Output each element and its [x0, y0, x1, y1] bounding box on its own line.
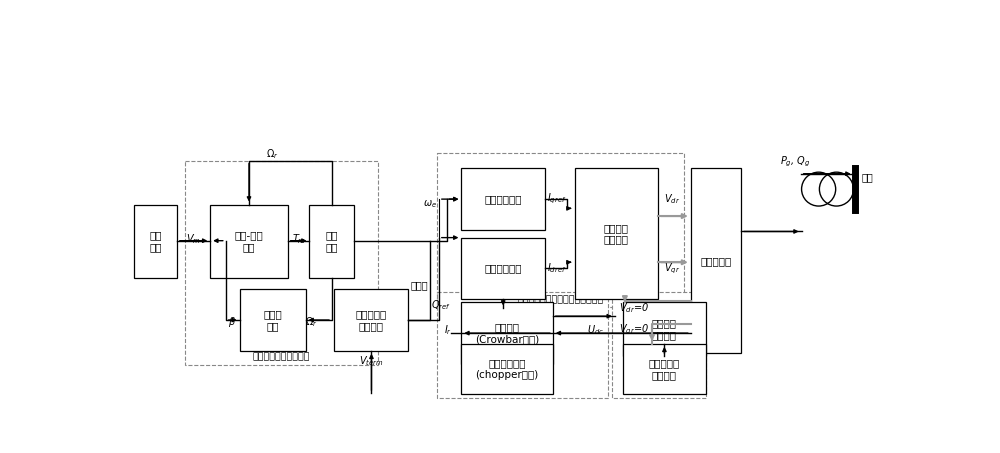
Bar — [437, 292, 608, 398]
Text: $V_{dr}$=0: $V_{dr}$=0 — [619, 302, 649, 315]
Text: $U_{dc}$: $U_{dc}$ — [587, 323, 604, 337]
Text: 异步发电机: 异步发电机 — [700, 256, 732, 266]
Text: $V_{qr}$=0: $V_{qr}$=0 — [619, 323, 649, 337]
Text: 有功控制模型: 有功控制模型 — [484, 194, 522, 204]
Bar — [623, 344, 706, 394]
Text: $\Omega_r$: $\Omega_r$ — [305, 315, 317, 329]
Text: $P_g$, $Q_g$: $P_g$, $Q_g$ — [780, 155, 811, 169]
Text: 直流卸荷电路
(chopper保护): 直流卸荷电路 (chopper保护) — [475, 358, 539, 380]
Bar — [574, 169, 658, 299]
Bar — [461, 302, 553, 364]
Text: 无功控制模型: 无功控制模型 — [484, 264, 522, 274]
Text: 轴系
模型: 轴系 模型 — [326, 230, 338, 252]
Text: $\Omega_r$: $\Omega_r$ — [266, 148, 279, 161]
Bar — [437, 153, 684, 307]
Text: 指令集: 指令集 — [411, 280, 428, 290]
Bar — [461, 169, 545, 230]
Text: $V_{qr}$: $V_{qr}$ — [664, 261, 681, 275]
Text: $V_m$: $V_m$ — [186, 232, 201, 246]
Text: $\beta$: $\beta$ — [228, 315, 236, 329]
Text: $T_m$: $T_m$ — [292, 232, 306, 246]
Bar — [185, 161, 378, 365]
Text: $I_{qref}$: $I_{qref}$ — [547, 192, 567, 206]
Bar — [309, 204, 354, 278]
Bar — [461, 344, 553, 394]
Text: $V_{term}$: $V_{term}$ — [359, 354, 384, 368]
Text: $I_r$: $I_r$ — [444, 323, 452, 337]
Text: 风力发电机组机侧模型: 风力发电机组机侧模型 — [253, 352, 310, 361]
Text: 撬棒保护
(Crowbar保护): 撬棒保护 (Crowbar保护) — [475, 322, 539, 344]
Text: 直流电压
控制模型: 直流电压 控制模型 — [652, 318, 677, 340]
Text: 低电压穿越
控制模型: 低电压穿越 控制模型 — [355, 309, 387, 331]
Text: 桨距角
模型: 桨距角 模型 — [263, 309, 282, 331]
Bar — [134, 204, 177, 278]
Text: 转子电压
控制模型: 转子电压 控制模型 — [604, 223, 629, 245]
Bar — [691, 169, 741, 353]
Bar — [334, 289, 408, 351]
Bar — [210, 204, 288, 278]
Bar — [240, 289, 306, 351]
Bar — [461, 238, 545, 299]
Text: 风力发电机组机侧变流器控制模型: 风力发电机组机侧变流器控制模型 — [517, 295, 604, 304]
Text: 变流器电流
控制模型: 变流器电流 控制模型 — [649, 358, 680, 380]
Text: 风能-功率
模型: 风能-功率 模型 — [235, 230, 263, 252]
Text: 变流器保护: 变流器保护 — [508, 386, 537, 395]
Text: 风力发电机组机
侧变流器控制模型: 风力发电机组机 侧变流器控制模型 — [636, 375, 682, 395]
Text: $\omega_e$: $\omega_e$ — [423, 198, 437, 210]
Text: 风速
模型: 风速 模型 — [149, 230, 162, 252]
Text: $V_{dr}$: $V_{dr}$ — [664, 192, 681, 206]
Text: $Q_{ref}$: $Q_{ref}$ — [431, 298, 450, 312]
Text: $I_{dref}$: $I_{dref}$ — [547, 261, 567, 275]
Bar — [612, 292, 706, 398]
Bar — [623, 302, 706, 356]
Text: 电网: 电网 — [862, 173, 873, 183]
